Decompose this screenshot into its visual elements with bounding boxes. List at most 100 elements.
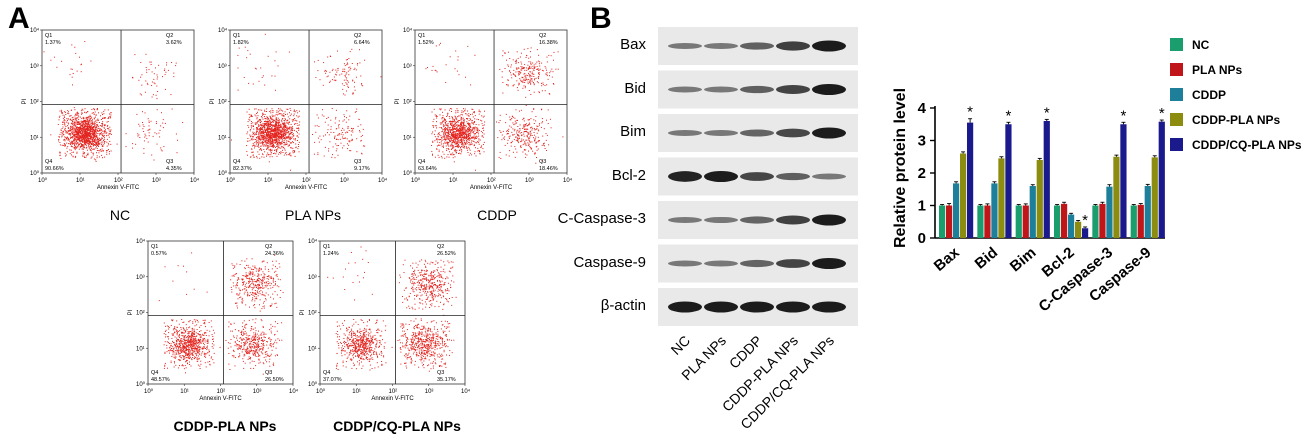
blot-band [740,129,774,137]
flow-plot-title-pla-nps: PLA NPs [284,207,342,223]
quadrant-q3-value: 26.50% [265,377,284,383]
quadrant-q1-value: 1.24% [323,251,339,257]
x-category-label: Bim [1007,244,1040,275]
bar [1005,124,1012,238]
bar [1130,205,1137,238]
legend-label: NC [1192,38,1210,52]
bar [1092,205,1099,238]
y-tick-label: 10¹ [218,135,227,141]
bar-chart-plot: 0 1 2 3 4 Relative protein level * Bax * Bid * Bim *… [892,88,1165,315]
y-tick-label: 10³ [308,275,317,281]
x-axis-label: Annexin V-FITC [371,396,414,402]
x-tick-label: 10⁴ [461,388,471,395]
y-tick-label: 10³ [30,64,39,70]
x-axis-label: Annexin V-FITC [199,396,242,402]
y-axis-label: PI [22,98,28,104]
bar [953,183,960,238]
x-tick-label: 10³ [253,389,262,395]
blot-band [812,301,846,313]
x-category-label: Bid [972,244,1001,273]
quadrant-q3-value: 18.46% [539,166,558,172]
y-axis-label: PI [128,309,134,315]
bar [939,205,946,238]
flow-scatter-points [425,42,564,171]
x-tick-label: 10⁴ [378,177,388,184]
quadrant-q2-name: Q2 [166,33,173,39]
blot-band [740,216,774,224]
flow-plot-title-cddp: CDDP [477,207,517,223]
y-tick-label: 10³ [218,64,227,70]
quadrant-q4-name: Q4 [151,370,158,376]
quadrant-q2-value: 24.36% [265,251,284,257]
legend-swatch [1170,138,1183,151]
blot-row [658,70,858,109]
blot-band [668,301,702,313]
blot-label-beta-actin: β-actin [600,297,646,314]
y-tick-label: 2 [918,165,926,182]
blot-label-c-caspase3: C-Caspase-3 [557,210,646,227]
y-tick-label: 10² [403,100,412,106]
x-tick-label: 10⁴ [190,177,200,184]
y-tick-label: 10² [308,311,317,317]
x-tick-label: 10¹ [76,178,85,184]
blot-row [658,114,858,152]
bar [1022,205,1029,238]
y-tick-label: 10⁴ [403,27,413,34]
blot-band [668,43,702,49]
quadrant-q1-name: Q1 [151,244,158,250]
bar [1099,203,1106,238]
blot-band [812,173,846,180]
significance-asterisk: * [967,104,973,121]
y-tick-label: 10⁴ [308,238,318,245]
blot-label-caspase9: Caspase-9 [573,254,646,271]
y-tick-label: 10² [30,100,39,106]
bar [1043,121,1050,238]
x-tick-label: 10³ [525,178,534,184]
significance-asterisk: * [1006,107,1012,124]
blot-band [704,301,738,313]
x-tick-label: 10⁴ [563,177,573,184]
quadrant-q2-value: 26.52% [437,251,456,257]
blot-band [776,41,810,51]
blot-band [704,260,738,267]
blot-band [668,130,702,136]
legend-swatch [1170,113,1183,126]
significance-asterisk: * [1082,212,1088,229]
bar [984,205,991,238]
y-tick-label: 10³ [403,64,412,70]
quadrant-q1-name: Q1 [323,244,330,250]
bar [1144,186,1151,238]
blot-label-bim: Bim [620,123,646,140]
y-tick-label: 10⁰ [308,381,318,388]
quadrant-q3-name: Q3 [166,159,173,165]
y-tick-label: 10⁰ [218,170,228,177]
blot-band [776,128,810,138]
x-tick-label: 10³ [340,178,349,184]
y-axis-label: PI [395,98,401,104]
y-axis-label: PI [300,309,306,315]
lane-label: NC [667,332,693,358]
blot-row [658,157,858,196]
bar [1075,221,1082,238]
bar-chart: 0 1 2 3 4 Relative protein level * Bax * Bid * Bim *… [892,38,1302,315]
x-tick-label: 10⁰ [316,388,326,395]
y-tick-label: 10⁴ [30,27,40,34]
bar [1054,205,1061,238]
blot-band [740,301,774,313]
y-tick-label: 10⁰ [403,170,413,177]
blot-band [776,301,810,313]
flow-scatter-points [158,252,284,375]
blot-band [812,127,846,139]
quadrant-q2-name: Q2 [539,33,546,39]
quadrant-q4-name: Q4 [418,159,425,165]
x-tick-label: 10³ [425,389,434,395]
quadrant-q3-value: 4.35% [166,166,182,172]
x-tick-label: 10¹ [449,178,458,184]
y-tick-label: 10¹ [136,346,145,352]
quadrant-q1-name: Q1 [45,33,52,39]
y-tick-label: 10³ [136,275,145,281]
blot-band [776,215,810,225]
blot-row [658,27,858,65]
